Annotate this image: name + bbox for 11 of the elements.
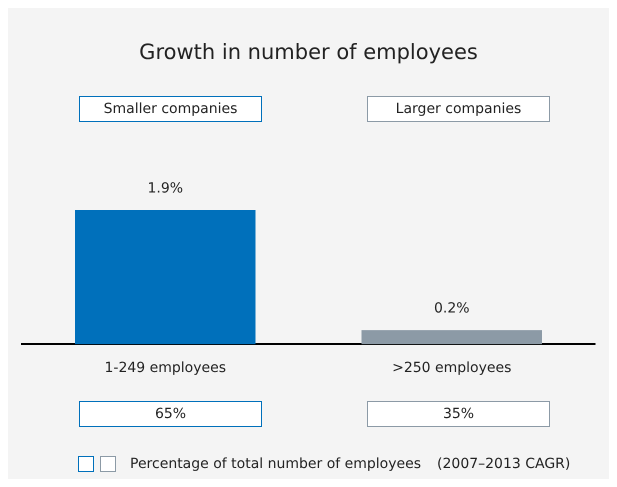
chart-title: Growth in number of employees (138, 40, 479, 64)
x-tick-label: >250 employees (392, 360, 512, 376)
text: 65% (79, 401, 262, 427)
text: Percentage of total number of employees (130, 456, 422, 472)
text: Smaller companies (79, 96, 262, 122)
data-label: 1.9% (147, 180, 184, 197)
data-label: 0.2% (434, 300, 470, 317)
text: (2007–2013 CAGR) (437, 456, 570, 472)
x-tick-label: 1-249 employees (104, 360, 226, 376)
text: 35% (367, 401, 550, 427)
text: Larger companies (367, 96, 550, 122)
